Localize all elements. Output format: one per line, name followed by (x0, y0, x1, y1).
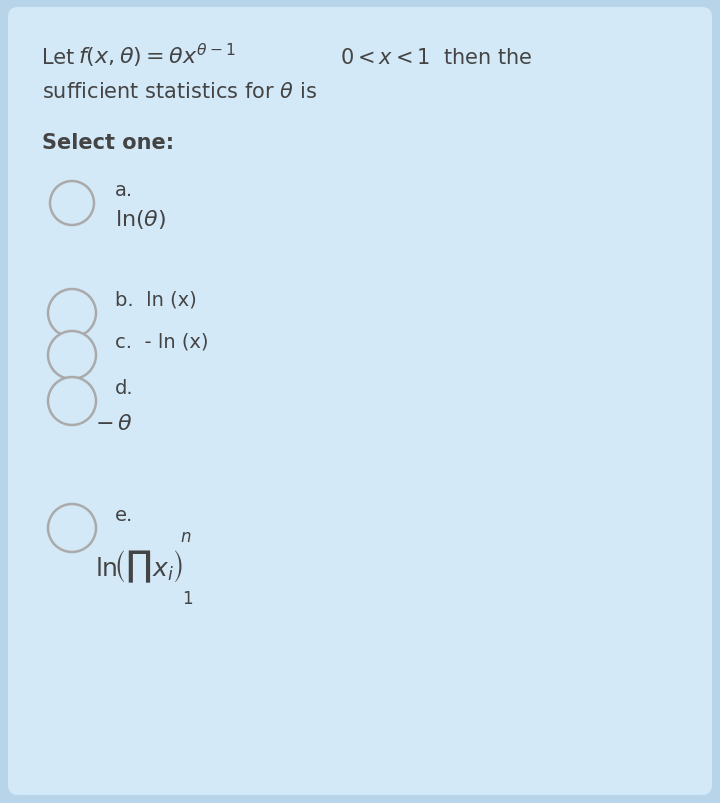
Text: a.: a. (115, 181, 133, 200)
Text: Select one:: Select one: (42, 132, 174, 153)
Text: d.: d. (115, 378, 134, 397)
Ellipse shape (48, 377, 96, 426)
Text: c.  - ln (x): c. - ln (x) (115, 332, 209, 352)
Text: $0 < x < 1$  then the: $0 < x < 1$ then the (340, 48, 533, 68)
Ellipse shape (48, 504, 96, 552)
Ellipse shape (48, 290, 96, 337)
Text: $1$: $1$ (182, 589, 193, 607)
Text: $n$: $n$ (180, 528, 192, 545)
Text: e.: e. (115, 505, 133, 524)
Text: $-\,\theta$: $-\,\theta$ (95, 414, 132, 434)
Ellipse shape (50, 181, 94, 226)
Text: $\mathrm{ln}(\theta)$: $\mathrm{ln}(\theta)$ (115, 208, 166, 230)
Text: $\mathrm{ln}\!\left(\prod x_i\right)$: $\mathrm{ln}\!\left(\prod x_i\right)$ (95, 548, 184, 584)
Text: $f(x,\theta) = \theta x^{\theta-1}$: $f(x,\theta) = \theta x^{\theta-1}$ (78, 42, 235, 70)
Text: Let: Let (42, 48, 81, 68)
Text: b.  ln (x): b. ln (x) (115, 291, 197, 310)
Text: sufficient statistics for $\theta$ is: sufficient statistics for $\theta$ is (42, 82, 317, 102)
FancyBboxPatch shape (8, 8, 712, 795)
Ellipse shape (48, 332, 96, 380)
